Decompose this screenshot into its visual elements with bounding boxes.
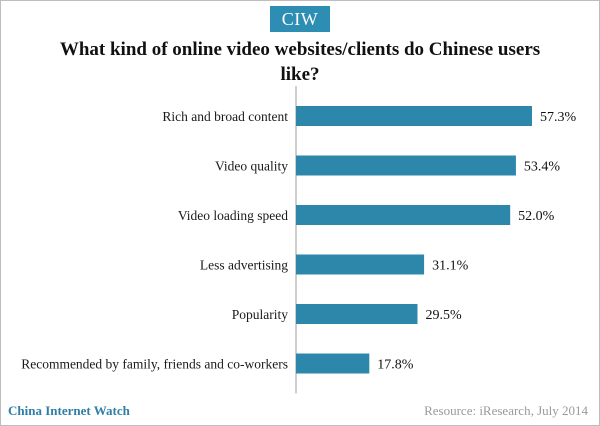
category-label: Recommended by family, friends and co-wo…	[21, 357, 288, 372]
chart-title: What kind of online video websites/clien…	[59, 39, 541, 85]
bar	[296, 353, 370, 374]
footer-brand: China Internet Watch	[8, 403, 130, 418]
category-label: Rich and broad content	[162, 109, 288, 124]
value-label: 53.4%	[524, 160, 561, 175]
category-labels: Rich and broad content Video quality Video…	[21, 109, 288, 372]
value-label: 52.0%	[518, 209, 555, 224]
category-label: Video quality	[215, 159, 288, 174]
category-label: Popularity	[232, 307, 288, 322]
value-label: 29.5%	[426, 308, 463, 323]
category-label: Less advertising	[200, 258, 288, 273]
category-label: Video loading speed	[178, 208, 288, 223]
bar	[296, 106, 532, 126]
bar	[296, 254, 425, 275]
bar	[296, 155, 516, 176]
bars	[296, 106, 532, 374]
ciw-logo: CIW	[270, 6, 330, 32]
value-labels: 57.3% 53.4% 52.0% 31.1% 29.5% 17.8%	[377, 110, 576, 373]
bar	[296, 205, 511, 225]
bar	[296, 304, 418, 324]
value-label: 17.8%	[377, 358, 414, 373]
footer-source: Resource: iResearch, July 2014	[424, 403, 588, 418]
value-label: 31.1%	[432, 259, 469, 274]
value-label: 57.3%	[540, 110, 577, 125]
